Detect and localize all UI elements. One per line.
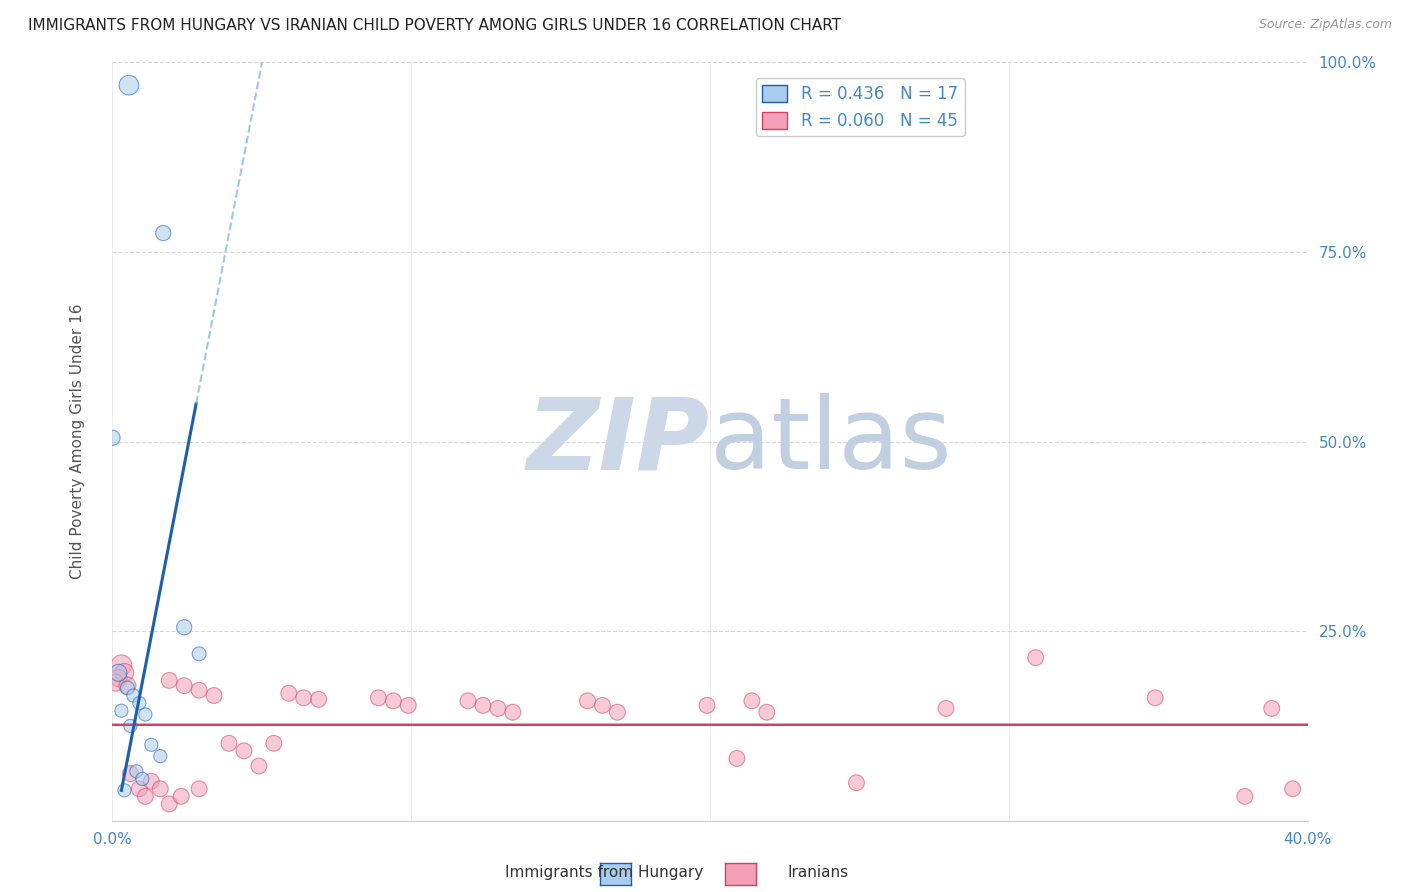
Point <box>114 783 135 797</box>
Text: ZIP: ZIP <box>527 393 710 490</box>
Point <box>149 749 172 764</box>
Point <box>396 698 419 713</box>
Point <box>382 694 405 708</box>
Point <box>202 689 225 703</box>
Point <box>263 736 285 750</box>
Point <box>118 78 141 92</box>
Point <box>173 679 195 693</box>
Point <box>101 431 124 445</box>
Legend: R = 0.436   N = 17, R = 0.060   N = 45: R = 0.436 N = 17, R = 0.060 N = 45 <box>756 78 965 136</box>
Point <box>247 759 270 773</box>
Point <box>120 719 142 733</box>
Point <box>741 694 763 708</box>
Point <box>110 704 132 718</box>
Point <box>110 658 132 673</box>
Point <box>157 797 180 811</box>
Point <box>367 690 389 705</box>
Point <box>277 686 299 700</box>
Point <box>1261 701 1284 715</box>
Point <box>104 675 127 690</box>
Text: Iranians: Iranians <box>787 865 848 880</box>
Point <box>141 738 163 752</box>
Point <box>120 766 142 780</box>
Point <box>131 772 153 786</box>
Point <box>592 698 614 713</box>
Y-axis label: Child Poverty Among Girls Under 16: Child Poverty Among Girls Under 16 <box>70 304 84 579</box>
Point <box>128 781 150 796</box>
Text: Immigrants from Hungary: Immigrants from Hungary <box>505 865 703 880</box>
Point <box>188 683 211 698</box>
Point <box>755 705 778 719</box>
Point <box>134 707 156 722</box>
Point <box>1281 781 1303 796</box>
Point <box>1144 690 1167 705</box>
Point <box>696 698 718 713</box>
Point <box>134 789 156 804</box>
Point <box>170 789 193 804</box>
Point <box>141 774 163 789</box>
Point <box>149 781 172 796</box>
Point <box>457 694 479 708</box>
Point <box>845 776 868 790</box>
Point <box>233 744 256 758</box>
Point <box>117 679 139 693</box>
Point <box>128 696 150 710</box>
Point <box>117 681 139 695</box>
Text: IMMIGRANTS FROM HUNGARY VS IRANIAN CHILD POVERTY AMONG GIRLS UNDER 16 CORRELATIO: IMMIGRANTS FROM HUNGARY VS IRANIAN CHILD… <box>28 18 841 33</box>
Point <box>606 705 628 719</box>
Point <box>125 764 148 779</box>
Point <box>218 736 240 750</box>
Point <box>486 701 509 715</box>
Point <box>122 689 145 703</box>
Point <box>157 673 180 688</box>
Point <box>935 701 957 715</box>
Text: Source: ZipAtlas.com: Source: ZipAtlas.com <box>1258 18 1392 31</box>
Text: atlas: atlas <box>710 393 952 490</box>
Point <box>114 665 135 680</box>
Point <box>292 690 315 705</box>
Point <box>107 665 129 680</box>
Point <box>188 647 211 661</box>
Point <box>107 671 129 685</box>
Point <box>152 226 174 240</box>
Point <box>502 705 524 719</box>
Point <box>173 620 195 634</box>
Point <box>576 694 599 708</box>
Point <box>188 781 211 796</box>
Point <box>1233 789 1256 804</box>
Point <box>472 698 495 713</box>
Point <box>308 692 330 706</box>
Point <box>1025 650 1047 665</box>
Point <box>725 751 748 765</box>
